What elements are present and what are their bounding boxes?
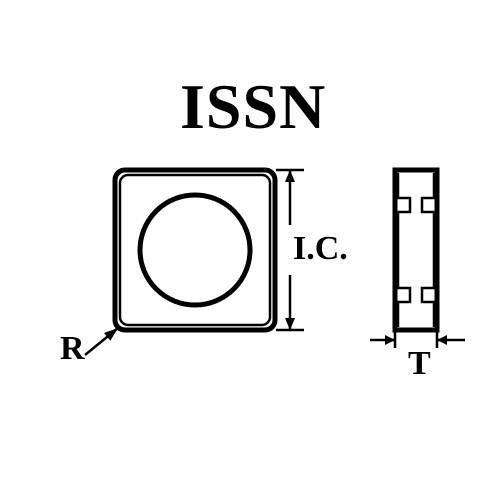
diagram-canvas: ISSN I.C. R T [0, 0, 500, 500]
ic-arrow-up [285, 170, 295, 182]
side-right-interior [422, 173, 434, 327]
front-circle [140, 195, 250, 305]
side-outline [395, 170, 437, 330]
diagram-svg [0, 0, 500, 500]
ic-arrow-down [285, 318, 295, 330]
side-left-interior [398, 173, 410, 327]
